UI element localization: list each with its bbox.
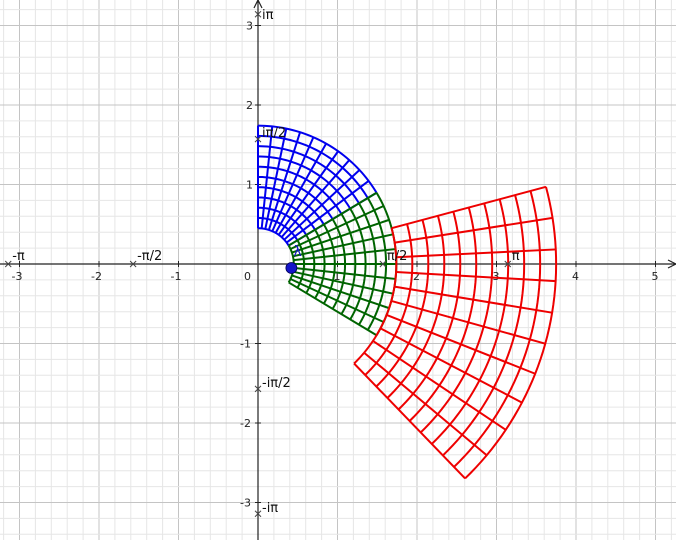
y-tick-label: -2 xyxy=(240,417,251,430)
radial-gridline xyxy=(353,362,466,480)
radial-gridline xyxy=(292,270,394,295)
special-point-markers: -π -π/2 π/2 π iπ iπ/2 -iπ/2 -iπ xyxy=(4,8,520,518)
blue-grid xyxy=(257,124,378,247)
lambda-point-group[interactable]: λ xyxy=(285,244,302,274)
lambda-point[interactable] xyxy=(285,262,298,274)
radial-gridline xyxy=(391,185,547,230)
radial-gridline xyxy=(291,274,390,310)
x-tick-label: -3 xyxy=(12,270,23,283)
special-point-label: iπ/2 xyxy=(262,126,286,141)
x-tick-label: 5 xyxy=(652,270,659,283)
y-tick-label: 1 xyxy=(246,179,253,192)
special-point-label: -π/2 xyxy=(137,249,162,264)
y-tick-label: 2 xyxy=(246,99,253,112)
annular-grids xyxy=(257,124,558,480)
radial-gridline xyxy=(363,351,488,456)
radial-gridline xyxy=(293,248,396,262)
arc-gridline xyxy=(464,186,558,480)
radial-gridline xyxy=(283,169,361,241)
radial-gridline xyxy=(267,131,302,231)
green-grid xyxy=(287,191,398,337)
special-point-label: -π xyxy=(12,249,25,264)
radial-gridline xyxy=(396,270,556,283)
red-grid xyxy=(353,185,558,480)
radial-gridline xyxy=(293,266,396,280)
y-tick-label: -3 xyxy=(240,497,251,510)
radial-gridline xyxy=(391,300,546,345)
radial-gridline xyxy=(280,159,351,238)
point-cross-icon xyxy=(129,260,137,268)
radial-gridline xyxy=(386,313,536,375)
point-cross-icon xyxy=(4,260,12,268)
radial-gridline xyxy=(394,285,553,314)
radial-gridline xyxy=(380,327,523,404)
x-tick-label: -1 xyxy=(171,270,182,283)
radial-gridline xyxy=(271,136,315,232)
radial-gridline xyxy=(264,128,288,230)
x-tick-label: 2 xyxy=(413,270,420,283)
x-tick-label: 4 xyxy=(572,270,579,283)
special-point-label: π/2 xyxy=(387,249,407,264)
radial-gridline xyxy=(260,126,274,229)
special-point-label: -iπ/2 xyxy=(262,376,291,391)
point-cross-icon xyxy=(254,510,262,518)
x-tick-label: 3 xyxy=(493,270,500,283)
radial-gridline xyxy=(288,191,378,247)
special-point-label: π xyxy=(512,249,520,264)
radial-gridline xyxy=(396,248,556,259)
radial-gridline xyxy=(286,180,370,244)
x-tick-label: 1 xyxy=(334,270,341,283)
point-cross-icon xyxy=(504,260,512,268)
y-axis-arrow-icon xyxy=(253,0,263,9)
radial-gridline xyxy=(290,278,384,323)
lambda-label: λ xyxy=(293,244,301,260)
radial-gridline xyxy=(372,340,507,431)
radial-gridline xyxy=(291,218,390,254)
radial-gridline xyxy=(288,281,378,337)
y-tick-label: -1 xyxy=(240,338,251,351)
special-point-label: -iπ xyxy=(262,501,278,516)
radial-gridline xyxy=(274,143,327,234)
radial-gridline xyxy=(290,205,384,250)
x-axis-arrow-icon xyxy=(667,259,676,269)
y-tick-label: 3 xyxy=(246,20,253,33)
arc-gridline xyxy=(257,124,378,194)
special-point-label: iπ xyxy=(262,8,274,23)
x-tick-label: 0 xyxy=(244,270,251,283)
x-tick-label: -2 xyxy=(91,270,102,283)
radial-gridline xyxy=(394,216,553,244)
point-cross-icon xyxy=(254,10,262,18)
point-cross-icon xyxy=(254,135,262,143)
point-cross-icon xyxy=(379,260,387,268)
radial-gridline xyxy=(277,150,339,236)
radial-gridline xyxy=(292,233,394,258)
axis-tick-labels: -3 -2 -1 0 1 2 3 4 5 -3 -2 -1 1 2 3 xyxy=(12,20,659,510)
point-cross-icon xyxy=(254,385,262,393)
